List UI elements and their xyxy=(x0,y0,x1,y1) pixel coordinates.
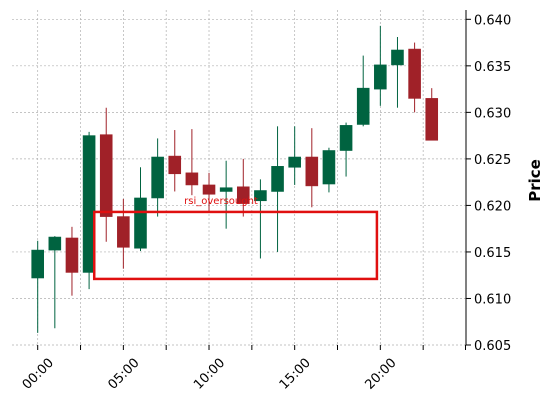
candle-up xyxy=(356,55,370,127)
candle-down xyxy=(65,226,79,296)
y-tick-label: 0.640 xyxy=(474,13,511,28)
candle-body xyxy=(356,87,370,125)
candle-down xyxy=(117,198,130,269)
candle-up xyxy=(48,236,62,329)
candles xyxy=(31,25,439,333)
candle-body xyxy=(117,216,130,248)
candle-up xyxy=(254,179,267,259)
y-tick-label: 0.635 xyxy=(474,60,511,75)
x-tick-label: 00:00 xyxy=(20,356,57,393)
y-tick-label: 0.610 xyxy=(474,292,511,307)
candle-body xyxy=(48,236,62,251)
candle-down xyxy=(185,129,199,196)
y-tick-label: 0.625 xyxy=(474,153,511,168)
candle-up xyxy=(151,138,164,217)
candle-body xyxy=(134,197,147,249)
x-tick-label: 05:00 xyxy=(105,356,142,393)
candle-up xyxy=(288,126,301,185)
candle-body xyxy=(288,156,301,168)
candle-body xyxy=(99,134,113,217)
candle-body xyxy=(271,166,284,192)
candle-up xyxy=(391,36,404,108)
candle-up xyxy=(82,131,96,290)
candle-body xyxy=(322,150,336,185)
annotation-box xyxy=(92,210,379,281)
annotation-layer: rsi_oversought xyxy=(92,196,379,281)
x-tick-label: 10:00 xyxy=(191,356,228,393)
y-tick-label: 0.630 xyxy=(474,106,511,121)
candle-down xyxy=(168,130,182,192)
y-tick-label: 0.605 xyxy=(474,339,511,354)
candle-body xyxy=(219,187,233,192)
candle-body xyxy=(339,125,353,151)
y-tick-label: 0.615 xyxy=(474,246,511,261)
candle-up xyxy=(374,25,387,106)
candle-body xyxy=(65,237,79,273)
annotation-label: rsi_oversought xyxy=(184,196,258,207)
candle-body xyxy=(408,48,421,99)
candle-down xyxy=(408,42,421,113)
candle-down xyxy=(305,128,319,208)
candle-body xyxy=(82,135,96,273)
candle-body xyxy=(254,190,267,202)
candle-down xyxy=(99,107,113,242)
candle-body xyxy=(185,172,199,186)
candle-body xyxy=(374,64,387,90)
y-tick-label: 0.620 xyxy=(474,199,511,214)
candle-up xyxy=(134,167,147,252)
candle-down xyxy=(236,158,250,217)
x-tick-label: 15:00 xyxy=(277,356,314,393)
candle-body xyxy=(202,184,216,195)
x-tick-label: 20:00 xyxy=(362,356,399,393)
y-axis-label: Price xyxy=(526,159,544,202)
candle-up xyxy=(322,147,336,193)
candle-body xyxy=(236,186,250,204)
candle-body xyxy=(151,156,164,199)
candle-body xyxy=(168,155,182,175)
candle-down xyxy=(425,88,439,141)
candle-body xyxy=(31,249,44,279)
candle-up xyxy=(339,122,353,177)
candle-up xyxy=(271,126,284,252)
candle-body xyxy=(425,98,439,141)
candle-up xyxy=(219,160,233,229)
candle-body xyxy=(391,49,404,66)
candle-down xyxy=(202,172,216,213)
candle-up xyxy=(31,240,44,333)
candle-body xyxy=(305,156,319,187)
